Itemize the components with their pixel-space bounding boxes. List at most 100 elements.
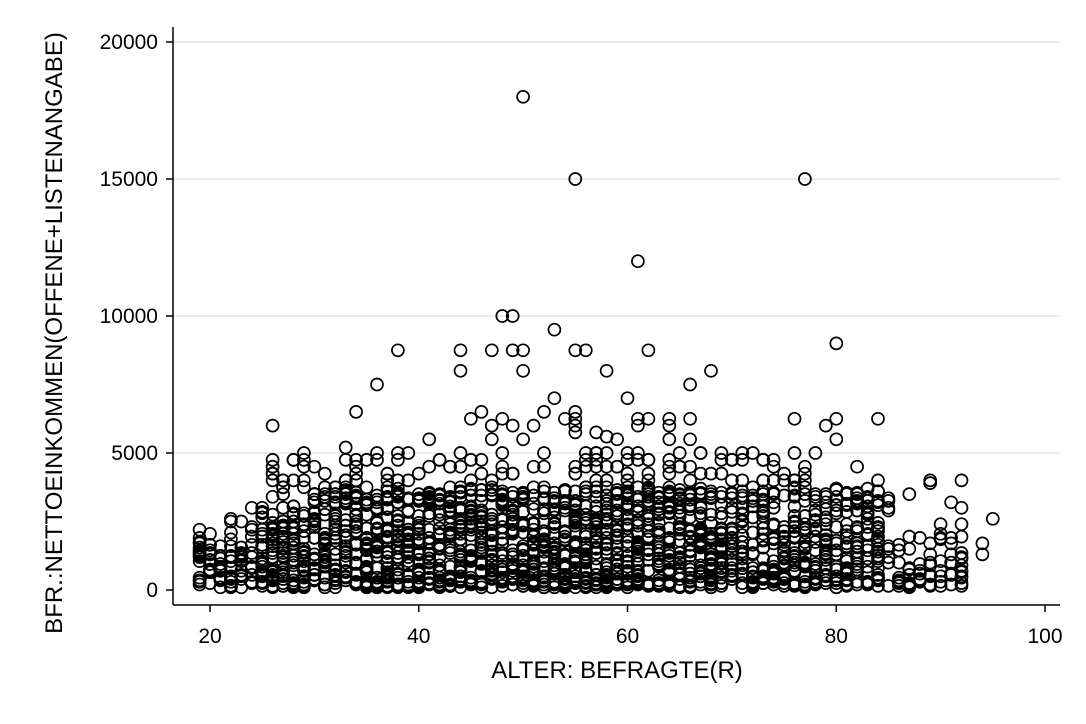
data-point [798, 480, 812, 495]
data-point [495, 446, 510, 460]
data-point [871, 533, 885, 548]
data-point [443, 480, 457, 495]
x-tick-label: 20 [198, 625, 221, 648]
data-point [286, 453, 301, 467]
data-point [443, 459, 457, 474]
data-point [704, 491, 718, 506]
data-point [578, 487, 593, 501]
data-point [286, 499, 301, 514]
data-point [411, 487, 426, 501]
data-point [297, 446, 311, 460]
data-point [923, 473, 938, 488]
data-point [850, 521, 864, 536]
data-point [370, 502, 384, 517]
data-point [714, 453, 729, 467]
data-point [641, 480, 656, 495]
data-point [620, 466, 635, 481]
data-point [537, 459, 551, 474]
data-point [610, 432, 624, 447]
data-point [808, 446, 823, 460]
data-point [526, 480, 541, 495]
data-point [756, 453, 771, 467]
data-point [923, 476, 938, 490]
data-point [871, 520, 885, 534]
data-point [307, 459, 322, 474]
data-point [798, 473, 812, 488]
data-point [370, 453, 384, 467]
data-point [453, 446, 468, 460]
data-point [871, 524, 885, 538]
data-point [672, 459, 687, 474]
data-point [839, 551, 854, 566]
data-point [735, 473, 750, 488]
data-point [860, 543, 875, 558]
data-point [902, 580, 917, 595]
data-point [464, 411, 478, 426]
data-point [359, 480, 374, 495]
data-point [213, 559, 228, 574]
data-point [735, 520, 750, 534]
data-point [829, 503, 844, 518]
data-point [568, 418, 583, 433]
data-point [735, 453, 750, 467]
data-point [798, 548, 812, 563]
data-point [850, 551, 864, 566]
x-axis-title: ALTER: BEFRAGTE(R) [491, 657, 743, 684]
data-point [411, 521, 426, 536]
data-point [745, 446, 760, 460]
data-point [547, 542, 562, 556]
data-point [620, 391, 635, 406]
data-point [516, 489, 530, 504]
gridlines [173, 41, 1060, 454]
data-point [683, 411, 697, 426]
data-point [787, 473, 802, 488]
data-point [505, 343, 520, 358]
data-point [631, 418, 645, 433]
data-point [484, 343, 499, 358]
data-point [568, 411, 583, 426]
data-point [443, 495, 457, 510]
data-point [505, 309, 520, 323]
data-point [631, 411, 645, 426]
data-point [725, 546, 739, 560]
data-point [954, 569, 969, 584]
data-point [620, 473, 635, 488]
data-point [453, 363, 468, 378]
data-point [547, 510, 562, 525]
data-point [902, 561, 917, 575]
data-point [192, 570, 207, 585]
data-point [537, 446, 551, 460]
data-point [714, 446, 729, 460]
data-point [923, 547, 938, 562]
data-point [516, 343, 530, 358]
data-point [599, 537, 614, 552]
data-point [307, 495, 322, 510]
data-point [787, 480, 802, 495]
data-point [693, 521, 708, 536]
data-point [787, 446, 802, 460]
y-tick-label: 0 [146, 579, 158, 602]
data-point [349, 453, 363, 467]
data-point [725, 473, 739, 488]
data-point [453, 536, 468, 551]
data-point [599, 546, 614, 560]
data-point [297, 459, 311, 474]
data-point [662, 466, 677, 481]
data-point [297, 480, 311, 495]
data-point [766, 487, 781, 501]
data-point [871, 568, 885, 582]
data-point [411, 466, 426, 481]
data-point [798, 535, 812, 549]
data-point [495, 459, 510, 474]
data-point [714, 506, 729, 521]
data-point [787, 499, 802, 514]
data-point [745, 494, 760, 508]
data-point [631, 480, 645, 495]
data-point [192, 522, 207, 537]
data-point [568, 405, 583, 419]
data-point [422, 459, 437, 474]
data-point [578, 459, 593, 474]
data-point [495, 309, 510, 323]
data-point [944, 577, 958, 592]
data-point [902, 487, 917, 501]
